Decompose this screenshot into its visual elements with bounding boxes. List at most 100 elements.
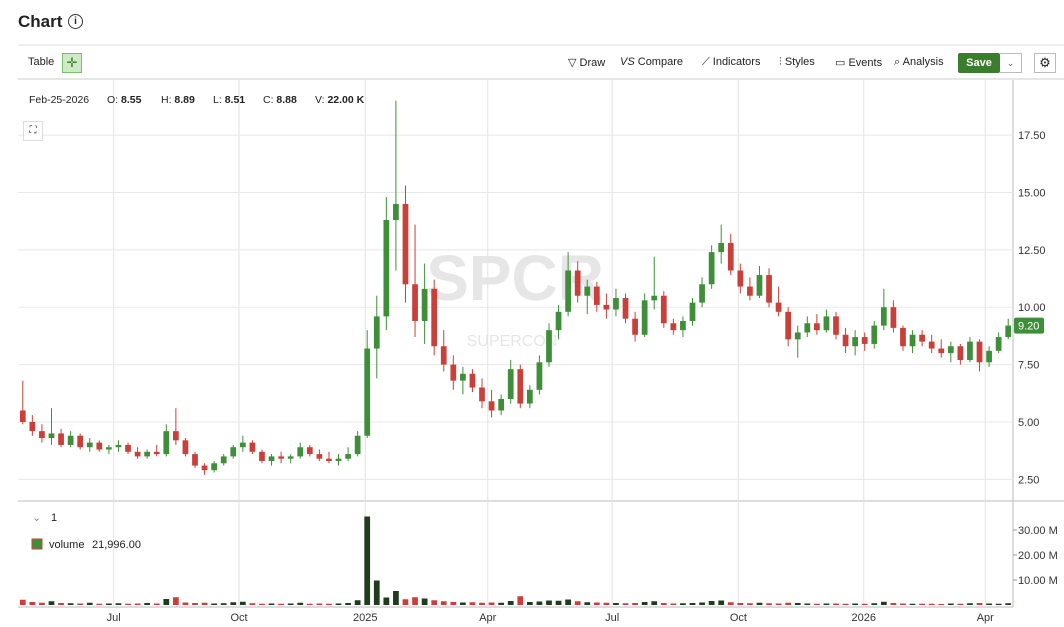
watermark-symbol: SPCR	[426, 242, 604, 314]
candle-body	[268, 456, 275, 461]
candle-body	[134, 451, 141, 457]
candle-body	[86, 442, 93, 448]
draw-button[interactable]: ▽ Draw	[568, 57, 606, 69]
candle-body	[460, 373, 466, 381]
candle-body	[766, 275, 772, 303]
save-dropdown[interactable]: ⌄	[1000, 53, 1022, 73]
volume-bar	[613, 603, 619, 605]
x-tick-label: Oct	[230, 612, 247, 624]
candle-body	[909, 334, 916, 347]
candle-body	[230, 447, 237, 457]
volume-bar	[593, 602, 600, 605]
candle-body	[211, 463, 217, 471]
candle-body	[163, 431, 170, 455]
candle-body	[488, 401, 495, 411]
candle-body	[526, 389, 533, 404]
legend-key: L:	[213, 94, 222, 106]
legend-value: 21,996.00	[92, 539, 141, 551]
compare-button[interactable]: VS Compare	[620, 56, 683, 68]
volume-bar	[58, 603, 64, 605]
volume-bar	[192, 603, 198, 605]
candle-body	[125, 444, 131, 452]
candle-body	[421, 288, 428, 321]
volume-bar	[565, 599, 571, 605]
last-price-box	[1014, 317, 1044, 334]
volume-bar	[77, 603, 84, 605]
indicators-button[interactable]: ⟋ Indicators	[702, 56, 761, 68]
volume-bar	[172, 597, 179, 605]
candle-body	[316, 454, 323, 459]
candle-body	[383, 220, 390, 317]
volume-tick-label: 10.00 M	[1018, 575, 1058, 587]
x-tick-label: Apr	[977, 612, 994, 624]
fullscreen-button[interactable]: ⛶	[23, 121, 43, 141]
candle-body	[833, 316, 839, 335]
volume-bar	[823, 603, 830, 605]
volume-bar	[727, 602, 734, 605]
info-icon[interactable]: i	[68, 14, 83, 29]
candle-body	[852, 337, 859, 347]
candle-body	[900, 327, 906, 347]
candle-body	[861, 337, 868, 344]
label: Analysis	[902, 56, 944, 68]
volume-bar	[421, 598, 428, 605]
candle-body	[278, 456, 284, 459]
candle-body	[823, 316, 830, 331]
candle-body	[440, 346, 447, 365]
x-tick-label: 2026	[852, 612, 876, 624]
candle-body	[115, 444, 122, 448]
volume-bar	[976, 603, 983, 605]
volume-bar	[431, 600, 438, 605]
volume-bar	[756, 602, 763, 605]
candle-body	[967, 341, 973, 360]
y-tick-label: 15.00	[1018, 187, 1046, 199]
volume-bar	[584, 602, 591, 605]
x-tick-label: Apr	[479, 612, 496, 624]
volume-bar	[402, 599, 409, 605]
save-button[interactable]: Save	[958, 53, 1000, 73]
volume-bar	[373, 580, 380, 605]
volume-bar	[814, 603, 820, 605]
candle-body	[431, 288, 438, 347]
legend-value: 8.89	[174, 94, 195, 106]
volume-bar	[995, 603, 1002, 605]
analysis-button[interactable]: ⌕ Analysis	[894, 56, 944, 68]
candle-body	[479, 387, 485, 402]
candle-body	[555, 311, 562, 331]
candle-body	[747, 286, 753, 296]
volume-bar	[622, 603, 629, 605]
candle-body	[326, 458, 332, 461]
candle-body	[39, 431, 45, 439]
volume-bar	[967, 603, 973, 605]
volume-bar	[268, 603, 275, 605]
candle-body	[995, 337, 1002, 351]
volume-bar	[316, 603, 323, 605]
candle-body	[373, 316, 380, 349]
candle-body	[536, 362, 543, 390]
volume-bar	[488, 602, 495, 605]
styles-button[interactable]: ⫶ Styles	[779, 56, 815, 68]
last-price-label: 9.20	[1018, 321, 1039, 333]
candle-body	[871, 325, 878, 344]
events-button[interactable]: ▭ Events	[835, 57, 883, 69]
candle-body	[957, 346, 964, 360]
volume-bar	[115, 603, 122, 605]
volume-bar	[364, 516, 371, 605]
candle-body	[19, 410, 26, 422]
volume-bar	[125, 603, 131, 605]
volume-bar	[479, 602, 485, 605]
volume-bar	[861, 603, 868, 605]
table-button[interactable]: Table	[28, 56, 55, 68]
candle-body	[814, 323, 820, 331]
settings-button[interactable]: ⚙	[1034, 53, 1056, 73]
candle-body	[928, 341, 935, 349]
candle-body	[593, 286, 600, 305]
volume-bar	[345, 603, 351, 605]
volume-bar	[86, 602, 93, 605]
candle-body	[603, 304, 610, 310]
x-tick-label: Oct	[730, 612, 747, 624]
legend-item: L: 8.51	[213, 94, 245, 106]
volume-bar	[880, 601, 887, 605]
volume-bar	[182, 602, 189, 605]
crosshair-toggle[interactable]: ✛	[62, 53, 82, 73]
